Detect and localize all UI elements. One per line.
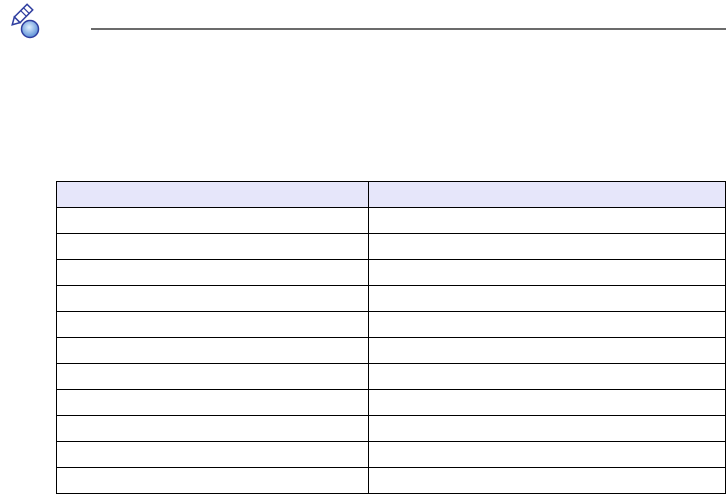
table-cell (368, 207, 726, 234)
data-table (56, 181, 726, 494)
table-cell (56, 363, 369, 390)
table-row (56, 363, 726, 390)
table-cell (368, 311, 726, 338)
table-cell (368, 285, 726, 312)
header-cell (368, 181, 726, 208)
note-pencil-icon (11, 3, 40, 39)
table-cell (56, 389, 369, 416)
table-cell (368, 441, 726, 468)
table-row (56, 389, 726, 416)
section-rule (91, 28, 726, 30)
table-cell (56, 467, 369, 494)
table-row (56, 337, 726, 364)
table-cell (368, 363, 726, 390)
table-cell (368, 415, 726, 442)
table-cell (56, 233, 369, 260)
table-cell (56, 207, 369, 234)
table-row (56, 285, 726, 312)
table-row (56, 207, 726, 234)
table-cell (368, 259, 726, 286)
table-cell (56, 337, 369, 364)
table-row (56, 415, 726, 442)
table-row (56, 441, 726, 468)
table-cell (368, 467, 726, 494)
table-cell (56, 441, 369, 468)
table-header-row (56, 181, 726, 208)
table-cell (368, 337, 726, 364)
header-cell (56, 181, 369, 208)
table-row (56, 467, 726, 494)
table-row (56, 259, 726, 286)
table-cell (368, 233, 726, 260)
table-cell (368, 389, 726, 416)
table-row (56, 311, 726, 338)
table-cell (56, 311, 369, 338)
table-cell (56, 259, 369, 286)
table-cell (56, 285, 369, 312)
table-cell (56, 415, 369, 442)
table-row (56, 233, 726, 260)
